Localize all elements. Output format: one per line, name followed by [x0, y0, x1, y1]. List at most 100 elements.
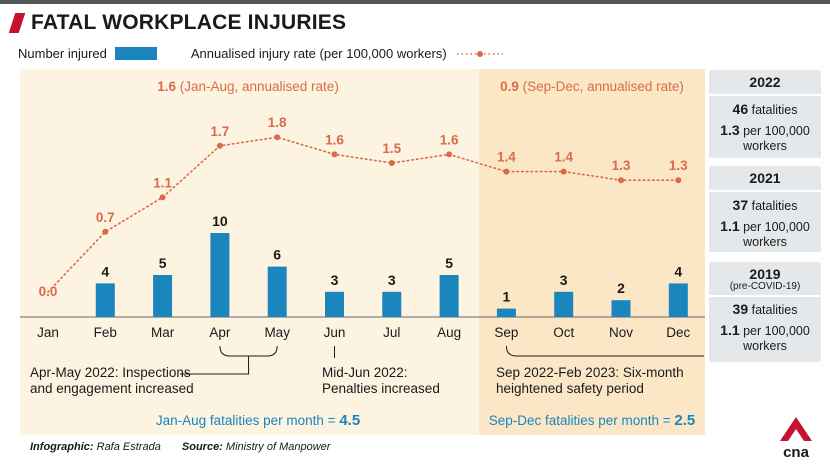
rate-line	[47, 136, 680, 293]
jan-aug-period-shade	[20, 69, 479, 435]
bar-may	[267, 266, 287, 317]
bar-nov	[611, 300, 631, 317]
rate-value-label: 0.7	[96, 210, 115, 225]
panel-rate-unit: workers	[743, 235, 787, 249]
bar-value-label: 10	[212, 213, 228, 229]
x-tick-label: Apr	[209, 325, 231, 340]
x-tick-label: Jan	[37, 325, 59, 340]
bar-aug	[439, 275, 459, 317]
bar-value-label: 2	[617, 280, 625, 296]
x-tick-label: May	[264, 325, 290, 340]
rate-point-jun	[331, 151, 338, 158]
panel-rate: 1.1 per 100,000	[720, 322, 810, 339]
legend-bar-swatch	[114, 47, 157, 60]
sep-dec-period-shade	[479, 69, 705, 435]
rate-point-apr	[216, 142, 223, 149]
x-tick-label: Sep	[494, 325, 518, 340]
panel-fatalities: 46 fatalities	[732, 101, 798, 118]
annotation-sep: Sep 2022-Feb 2023: Six-month	[496, 365, 684, 380]
bar-value-label: 4	[101, 263, 109, 279]
sep-bracket	[505, 345, 704, 357]
panel-year: 2019	[749, 266, 781, 282]
rate-point-nov	[618, 177, 624, 184]
rate-point-dec	[675, 177, 682, 184]
rate-value-label: 1.6	[440, 132, 459, 147]
panel-rate-unit: workers	[743, 139, 787, 153]
rate-value-label: 1.1	[153, 175, 172, 190]
rate-point-feb	[102, 228, 109, 235]
x-tick-label: Jul	[383, 325, 400, 340]
rate-value-label: 1.7	[211, 124, 230, 139]
rate-value-label: 1.4	[497, 150, 516, 165]
annotation-jun: Penalties increased	[322, 381, 440, 396]
apr-may-bracket	[179, 345, 278, 375]
bar-jul	[382, 291, 402, 317]
page-title: FATAL WORKPLACE INJURIES	[31, 11, 347, 34]
bar-mar	[153, 275, 173, 317]
x-tick-label: Mar	[151, 325, 175, 340]
bar-value-label: 1	[503, 289, 511, 305]
period-header: 0.9 (Sep-Dec, annualised rate)	[500, 79, 684, 94]
x-tick-label: Jun	[324, 325, 346, 340]
x-tick-label: Aug	[437, 325, 461, 340]
svg-text:cna: cna	[783, 444, 810, 461]
panel-2019: 2019 (pre-COVID-19) 39 fatalities 1.1 pe…	[709, 262, 821, 362]
bar-value-label: 4	[674, 263, 682, 279]
bar-value-label: 3	[331, 272, 339, 288]
x-tick-label: Feb	[94, 325, 117, 340]
rate-point-jul	[388, 160, 395, 166]
annotation-apr-may: Apr-May 2022: Inspections	[30, 365, 191, 380]
rate-point-sep	[503, 168, 510, 175]
rate-value-label: 1.3	[612, 158, 631, 173]
rate-value-label: 1.4	[554, 150, 573, 165]
top-rule	[0, 0, 830, 4]
rate-value-label: 1.8	[268, 115, 287, 130]
infographic-credit: Rafa Estrada	[96, 441, 161, 453]
period-summary: Jan-Aug fatalities per month = 4.5	[156, 412, 360, 429]
panel-rate-unit: workers	[743, 339, 787, 353]
legend: Number injured Annualised injury rate (p…	[18, 46, 505, 61]
bar-feb	[95, 283, 115, 317]
x-tick-label: Dec	[666, 325, 690, 340]
panel-year: 2021	[709, 166, 821, 192]
bar-apr	[210, 233, 230, 317]
panel-2022: 2022 46 fatalities 1.3 per 100,000 worke…	[709, 70, 821, 158]
source-credit: Ministry of Manpower	[225, 441, 331, 453]
annotation-apr-may: and engagement increased	[30, 381, 194, 396]
rate-value-label: 1.3	[669, 158, 688, 173]
panel-2021: 2021 37 fatalities 1.1 per 100,000 worke…	[709, 166, 821, 252]
bar-value-label: 3	[560, 272, 568, 288]
bar-jun	[325, 291, 344, 317]
bar-dec	[668, 283, 688, 317]
panel-rate: 1.1 per 100,000	[720, 218, 810, 235]
source-label: Source:	[181, 441, 223, 453]
header: FATAL WORKPLACE INJURIES	[8, 11, 347, 35]
footer: Infographic: Rafa Estrada Source: Minist…	[30, 441, 348, 453]
legend-line-swatch	[456, 51, 503, 57]
period-summary: Sep-Dec fatalities per month = 2.5	[489, 412, 696, 429]
bar-value-label: 5	[445, 255, 453, 271]
rate-value-label: 1.5	[382, 141, 401, 156]
rate-point-oct	[560, 168, 567, 175]
bar-value-label: 5	[159, 255, 167, 271]
rate-value-label: 1.6	[325, 132, 344, 147]
bar-sep	[496, 308, 516, 317]
panel-fatalities: 39 fatalities	[732, 301, 798, 318]
period-header: 1.6 (Jan-Aug, annualised rate)	[157, 79, 339, 94]
legend-bars-label: Number injured	[18, 46, 107, 61]
rate-value-label: 0.0	[39, 284, 58, 299]
annotation-sep: heightened safety period	[496, 381, 644, 396]
annotation-jun: Mid-Jun 2022:	[322, 365, 408, 380]
x-tick-label: Nov	[609, 325, 633, 340]
bar-value-label: 6	[273, 247, 281, 263]
panel-subtitle: (pre-COVID-19)	[709, 281, 821, 297]
cna-logo-icon: cna	[780, 417, 812, 461]
x-tick-label: Oct	[553, 325, 574, 340]
panel-fatalities: 37 fatalities	[732, 197, 798, 214]
panel-rate: 1.3 per 100,000	[720, 122, 810, 139]
legend-line-label: Annualised injury rate (per 100,000 work…	[190, 46, 447, 61]
bar-value-label: 3	[388, 272, 396, 288]
rate-point-mar	[159, 194, 166, 201]
rate-point-may	[274, 134, 281, 141]
